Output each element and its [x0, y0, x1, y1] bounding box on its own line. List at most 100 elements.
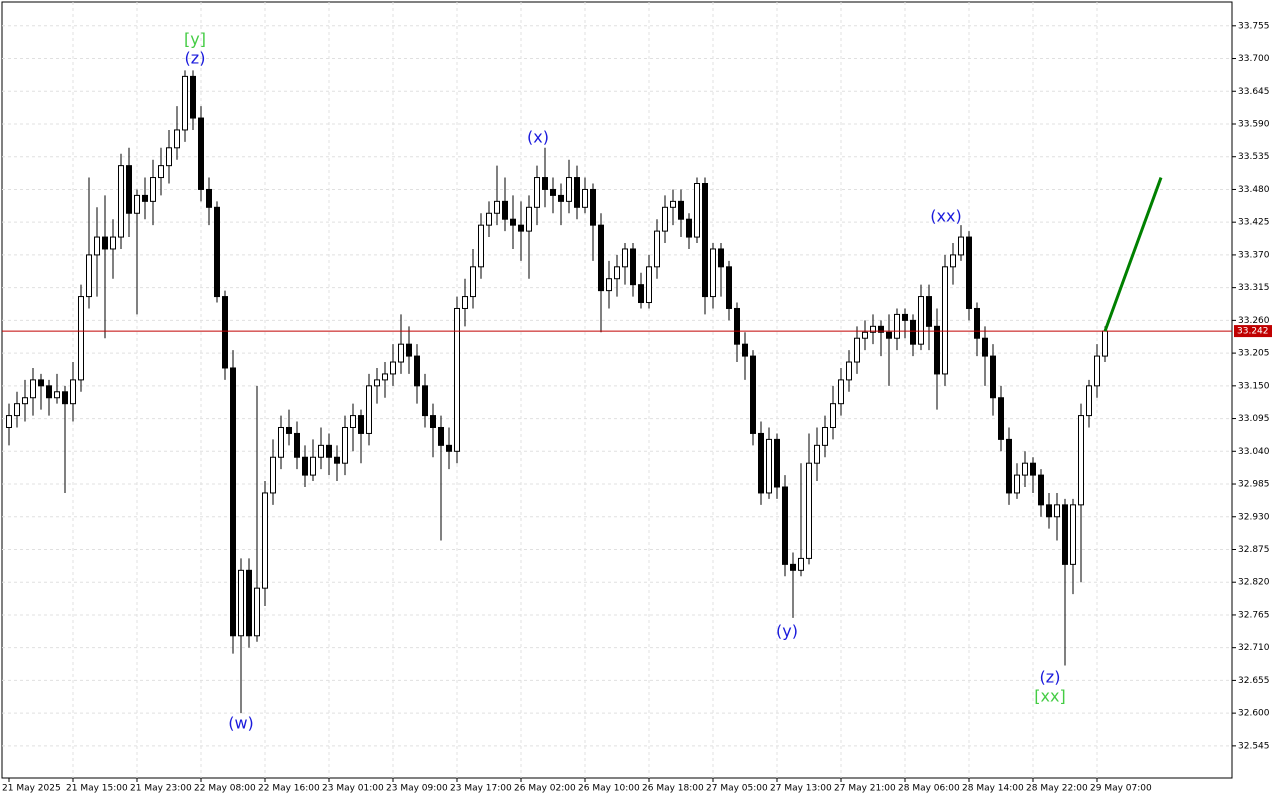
price-label-box: [1234, 325, 1272, 338]
candle-body: [830, 403, 836, 428]
y-tick-label: 33.645: [1238, 87, 1270, 97]
candle-body: [822, 426, 828, 446]
candle-body: [662, 206, 668, 232]
candle-body: [686, 218, 692, 238]
candle-body: [606, 278, 612, 292]
x-tick-label: 28 May 14:00: [962, 784, 1024, 794]
x-tick-label: 22 May 16:00: [258, 784, 320, 794]
candle-body: [190, 75, 196, 119]
x-tick-label: 27 May 05:00: [706, 784, 768, 794]
candle-body: [950, 254, 956, 268]
candle-body: [334, 456, 340, 464]
y-tick-label: 33.755: [1238, 21, 1270, 31]
projection-line: [1103, 177, 1163, 332]
candle-body: [678, 200, 684, 220]
candle-body: [782, 486, 788, 565]
candle-body: [1102, 330, 1108, 357]
candle-body: [286, 426, 292, 434]
candle-body: [1070, 504, 1076, 565]
candle-body: [1062, 504, 1068, 565]
candle-body: [718, 248, 724, 268]
x-tick-label: 21 May 15:00: [66, 784, 128, 794]
wave-label: (z): [185, 49, 206, 68]
candle-body: [374, 379, 380, 387]
candle-body: [254, 587, 260, 637]
candle-body: [902, 313, 908, 321]
wave-label: [xx]: [1034, 687, 1065, 706]
candle-body: [806, 462, 812, 559]
y-tick-label: 32.655: [1238, 676, 1270, 686]
candle-body: [494, 200, 500, 214]
candle-body: [1038, 474, 1044, 506]
candle-body: [86, 254, 92, 298]
candle-body: [310, 456, 316, 476]
candle-body: [694, 183, 700, 238]
wave-label: (y): [776, 622, 798, 641]
y-tick-label: 33.095: [1238, 414, 1270, 424]
candle-body: [638, 284, 644, 304]
candle-body: [750, 355, 756, 434]
candle-body: [542, 177, 548, 190]
candle-body: [862, 331, 868, 339]
candle-body: [70, 379, 76, 405]
candle-body: [774, 438, 780, 488]
candle-body: [1078, 415, 1084, 506]
candle-body: [390, 361, 396, 375]
candle-body: [350, 415, 356, 428]
candle-body: [742, 343, 748, 357]
candle-body: [654, 230, 660, 268]
candle-body: [206, 188, 212, 208]
candle-body: [110, 236, 116, 250]
candle-body: [142, 194, 148, 202]
candle-body: [1014, 474, 1020, 494]
candle-body: [318, 444, 324, 458]
candle-body: [798, 557, 804, 571]
candle-body: [726, 266, 732, 309]
candle-body: [526, 206, 532, 232]
candle-body: [238, 569, 244, 637]
candle-body: [462, 296, 468, 309]
wave-label: (w): [228, 714, 254, 733]
wave-label: (xx): [930, 207, 961, 226]
y-tick-label: 32.820: [1238, 578, 1270, 588]
candle-body: [446, 444, 452, 452]
candle-body: [62, 391, 68, 405]
x-tick-label: 21 May 2025: [2, 784, 61, 794]
candle-body: [622, 248, 628, 268]
candle-body: [302, 456, 308, 476]
wave-label: [y]: [184, 30, 206, 49]
y-tick-label: 32.545: [1238, 741, 1270, 751]
candle-body: [414, 355, 420, 387]
candle-body: [262, 492, 268, 589]
candle-body: [734, 307, 740, 345]
candle-body: [398, 343, 404, 363]
candle-body: [14, 403, 20, 417]
candle-body: [22, 397, 28, 405]
candle-body: [630, 248, 636, 286]
candle-body: [438, 426, 444, 446]
y-tick-label: 33.205: [1238, 349, 1270, 359]
candle-body: [1046, 504, 1052, 518]
candle-body: [214, 206, 220, 298]
candle-body: [518, 224, 524, 232]
candle-body: [182, 75, 188, 131]
y-tick-label: 33.480: [1238, 185, 1270, 195]
y-tick-label: 32.930: [1238, 512, 1270, 522]
y-tick-label: 33.590: [1238, 119, 1270, 129]
x-tick-label: 27 May 13:00: [770, 784, 832, 794]
wave-label: (z): [1040, 668, 1061, 687]
y-tick-label: 33.315: [1238, 283, 1270, 293]
candle-body: [166, 147, 172, 167]
candle-body: [926, 296, 932, 327]
x-tick-label: 28 May 22:00: [1026, 784, 1088, 794]
y-tick-label: 33.425: [1238, 218, 1270, 228]
candle-body: [102, 236, 108, 250]
price-label: 33.242: [1237, 327, 1269, 337]
candle-body: [590, 188, 596, 226]
y-tick-label: 32.710: [1238, 643, 1270, 653]
x-tick-label: 23 May 01:00: [322, 784, 384, 794]
candle-body: [430, 415, 436, 428]
candle-body: [766, 438, 772, 494]
candle-body: [382, 373, 388, 381]
